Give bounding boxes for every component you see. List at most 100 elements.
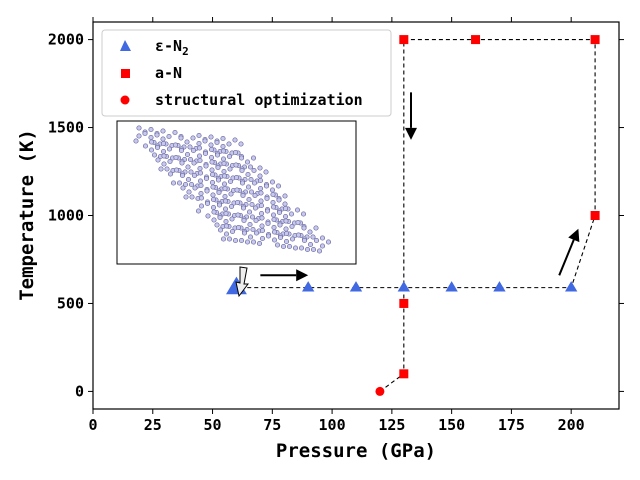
crystal-atom bbox=[247, 234, 254, 240]
y-tick-label: 1500 bbox=[48, 119, 84, 137]
crystal-atom bbox=[154, 132, 160, 138]
a-n-point bbox=[399, 298, 409, 308]
crystal-atom bbox=[270, 191, 276, 198]
crystal-atom bbox=[179, 160, 185, 166]
crystal-atom bbox=[185, 164, 191, 170]
crystal-atom bbox=[136, 125, 142, 131]
crystal-structure-inset bbox=[116, 120, 357, 265]
crystal-atom bbox=[208, 154, 215, 161]
crystal-atom bbox=[256, 240, 263, 247]
crystal-atom bbox=[270, 204, 277, 210]
crystal-atom bbox=[294, 207, 301, 213]
direction-arrow-head bbox=[568, 228, 580, 243]
legend-label-a-n: a-N bbox=[155, 64, 182, 82]
crystal-atom bbox=[313, 237, 320, 244]
crystal-atom bbox=[221, 181, 228, 187]
crystal-atom bbox=[208, 146, 215, 153]
crystal-atom bbox=[271, 216, 277, 223]
crystal-atom bbox=[196, 153, 203, 159]
crystal-atom bbox=[221, 160, 227, 167]
crystal-atom bbox=[263, 183, 270, 189]
crystal-atom bbox=[234, 187, 240, 193]
epsilon-n2-point bbox=[302, 281, 315, 292]
crystal-atom bbox=[319, 235, 326, 241]
crystal-atom bbox=[211, 209, 217, 215]
crystal-atom bbox=[197, 157, 203, 164]
crystal-atom bbox=[186, 189, 192, 195]
crystal-atom bbox=[183, 194, 189, 200]
crystal-atom bbox=[148, 139, 155, 145]
crystal-atom bbox=[198, 195, 205, 201]
plot-frame bbox=[92, 21, 620, 410]
crystal-atom bbox=[202, 150, 209, 157]
legend-triangle-marker bbox=[120, 40, 131, 51]
crystal-atom bbox=[289, 236, 296, 242]
direction-arrow-shaft bbox=[558, 239, 575, 276]
crystal-atom bbox=[217, 227, 224, 233]
crystal-atom bbox=[188, 181, 195, 188]
crystal-atom bbox=[251, 180, 258, 186]
crystal-atom bbox=[217, 214, 223, 221]
x-tick-label: 25 bbox=[144, 416, 162, 434]
crystal-atom bbox=[221, 173, 228, 179]
crystal-atom bbox=[189, 194, 195, 200]
crystal-atom bbox=[258, 190, 264, 196]
epsilon-n2-point bbox=[397, 281, 410, 292]
crystal-atom bbox=[257, 165, 263, 171]
crystal-atom bbox=[295, 219, 301, 226]
crystal-atom bbox=[184, 139, 190, 145]
crystal-atom bbox=[215, 164, 221, 171]
crystal-atom bbox=[191, 172, 198, 179]
crystal-atom bbox=[271, 224, 277, 231]
crystal-atom bbox=[187, 144, 193, 150]
a-n-point bbox=[399, 369, 409, 379]
crystal-atom bbox=[204, 200, 211, 207]
crystal-atom bbox=[310, 246, 317, 253]
crystal-atom bbox=[232, 149, 239, 156]
crystal-atom bbox=[238, 155, 245, 161]
crystal-atom bbox=[252, 205, 259, 211]
structural-optimization-point bbox=[375, 386, 385, 396]
crystal-atom bbox=[283, 238, 290, 245]
crystal-atom bbox=[148, 147, 155, 153]
crystal-atom bbox=[214, 152, 221, 158]
crystal-atom bbox=[228, 191, 234, 197]
crystal-atom bbox=[223, 218, 229, 225]
crystal-atom bbox=[208, 134, 214, 140]
crystal-atom bbox=[226, 236, 233, 242]
crystal-atom bbox=[277, 222, 283, 228]
epsilon-n2-point bbox=[493, 281, 506, 292]
crystal-atom bbox=[167, 171, 174, 177]
crystal-atom bbox=[220, 143, 226, 150]
crystal-atom bbox=[133, 138, 139, 144]
crystal-atom bbox=[235, 224, 242, 231]
crystal-atom bbox=[178, 147, 185, 154]
crystal-atom bbox=[282, 205, 289, 212]
direction-arrow-head bbox=[296, 269, 309, 282]
crystal-atom bbox=[233, 174, 240, 181]
crystal-atom bbox=[179, 172, 186, 179]
crystal-atom bbox=[188, 169, 194, 175]
crystal-atom bbox=[264, 195, 270, 202]
crystal-atom bbox=[182, 181, 189, 188]
crystal-atom bbox=[221, 168, 227, 175]
crystal-atom bbox=[244, 239, 251, 245]
x-tick-label: 0 bbox=[88, 416, 97, 434]
crystal-atom bbox=[228, 203, 235, 210]
crystal-atom bbox=[190, 147, 197, 154]
legend-label-structural-optimization: structural optimization bbox=[155, 91, 363, 109]
legend-square-marker bbox=[121, 69, 130, 78]
crystal-atom bbox=[180, 185, 186, 191]
crystal-atom bbox=[247, 164, 254, 170]
crystal-atom bbox=[274, 242, 281, 248]
crystal-atom bbox=[301, 225, 307, 231]
legend: ε-N2 a-N structural optimization bbox=[101, 29, 392, 117]
a-n-point bbox=[399, 35, 409, 45]
crystal-atom bbox=[197, 165, 203, 172]
crystal-atom bbox=[325, 239, 332, 245]
x-tick-label: 175 bbox=[498, 416, 525, 434]
crystal-atom bbox=[257, 185, 264, 192]
crystal-atom bbox=[196, 145, 203, 151]
crystal-atom bbox=[167, 158, 173, 165]
